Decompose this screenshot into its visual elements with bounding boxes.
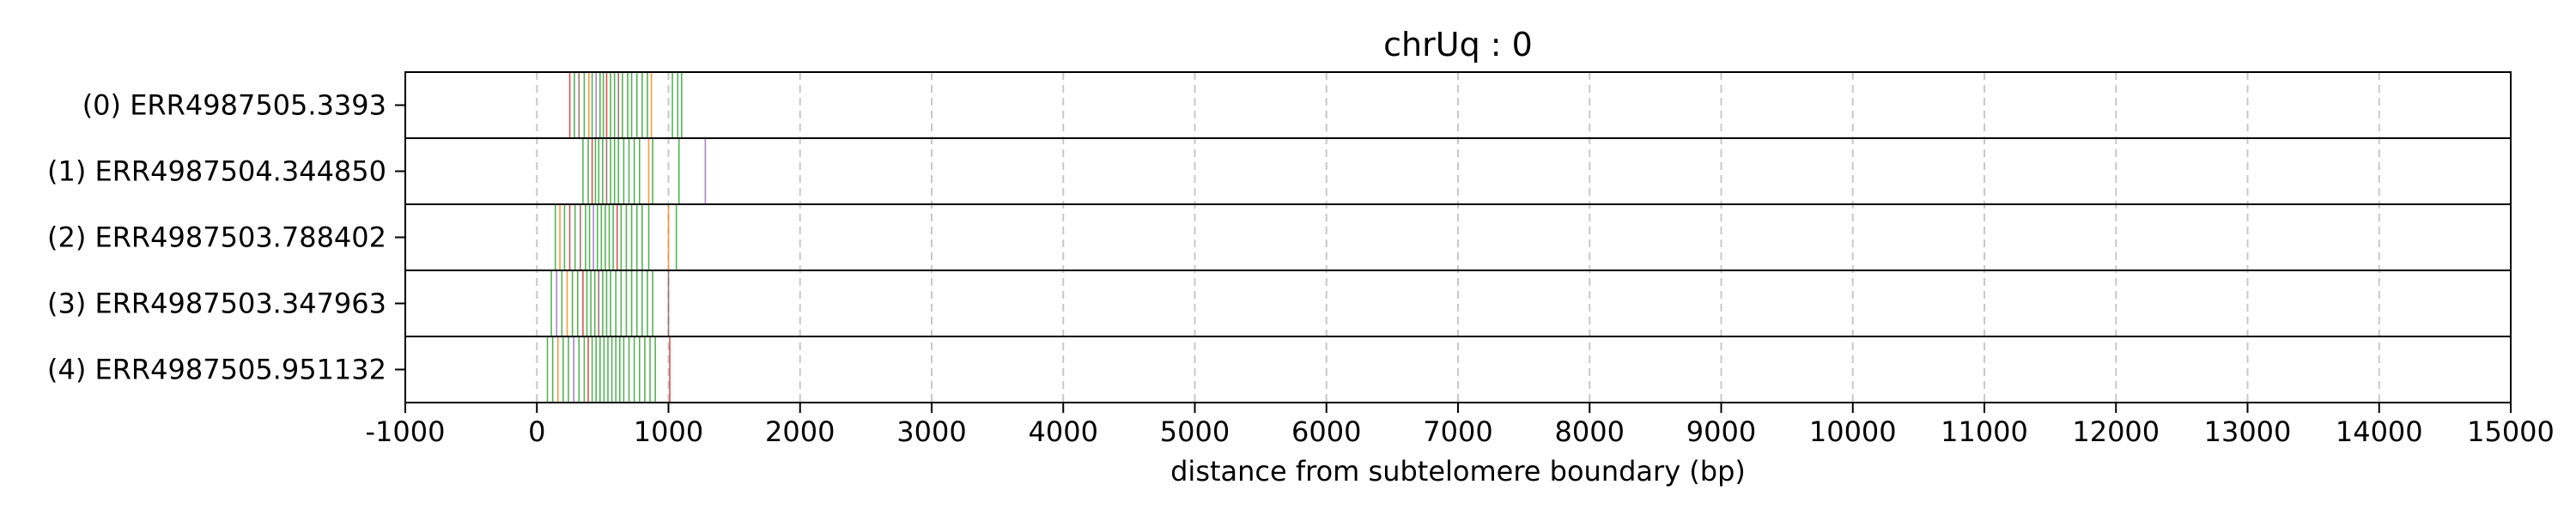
track-label-3: (3) ERR4987503.347963 xyxy=(47,288,386,320)
x-axis-label: distance from subtelomere boundary (bp) xyxy=(1170,455,1746,488)
x-tick-label-8: 7000 xyxy=(1423,415,1492,448)
x-tick-label-7: 6000 xyxy=(1291,415,1361,448)
track-label-0: (0) ERR4987505.3393 xyxy=(82,89,386,122)
track-frames xyxy=(395,71,2512,403)
read-marks xyxy=(546,72,707,403)
chart-title: chrUq : 0 xyxy=(1383,26,1533,64)
x-tick-label-1: 0 xyxy=(528,415,545,448)
x-tick-label-14: 13000 xyxy=(2204,415,2292,448)
x-tick-label-11: 10000 xyxy=(1809,415,1897,448)
x-tick-label-6: 5000 xyxy=(1160,415,1230,448)
x-tick-label-16: 15000 xyxy=(2467,415,2555,448)
x-tick-label-4: 3000 xyxy=(896,415,966,448)
x-tick-label-3: 2000 xyxy=(765,415,835,448)
x-tick-label-10: 9000 xyxy=(1686,415,1756,448)
track-labels: (0) ERR4987505.3393 (1) ERR4987504.344850… xyxy=(47,89,386,386)
x-tick-label-5: 4000 xyxy=(1029,415,1098,448)
track-label-4: (4) ERR4987505.951132 xyxy=(47,354,386,386)
x-tick-label-12: 11000 xyxy=(1941,415,2028,448)
x-tick-label-15: 14000 xyxy=(2336,415,2423,448)
x-tick-label-9: 8000 xyxy=(1555,415,1625,448)
x-tick-label-0: -1000 xyxy=(366,415,446,448)
x-tick-label-2: 1000 xyxy=(634,415,703,448)
track-label-1: (1) ERR4987504.344850 xyxy=(47,155,386,188)
x-axis-ticks: -1000 0 1000 2000 3000 4000 5000 6000 7000 8000 90… xyxy=(366,403,2555,448)
track-label-2: (2) ERR4987503.788402 xyxy=(47,221,386,254)
x-tick-label-13: 12000 xyxy=(2072,415,2160,448)
grid-lines xyxy=(404,72,2512,403)
